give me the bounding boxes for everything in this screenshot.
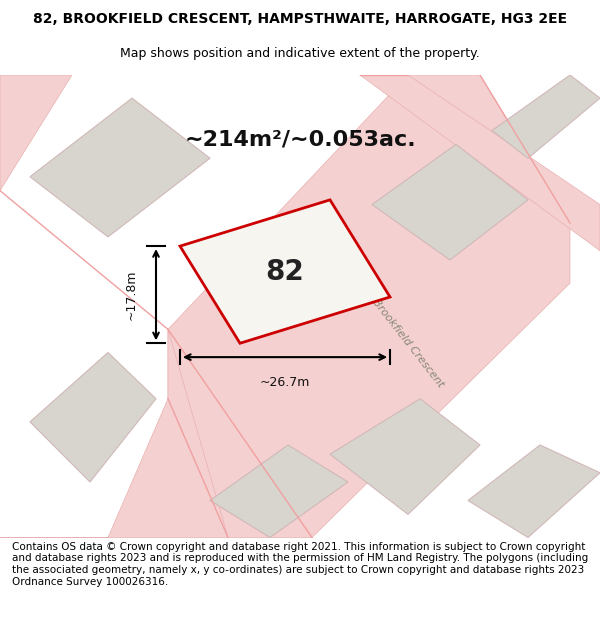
Text: Brookfield Crescent: Brookfield Crescent: [370, 297, 446, 389]
Polygon shape: [360, 75, 600, 251]
Polygon shape: [492, 75, 600, 158]
Polygon shape: [372, 144, 528, 260]
Polygon shape: [0, 75, 72, 191]
Polygon shape: [468, 445, 600, 538]
Text: 82: 82: [266, 258, 304, 286]
Text: ~214m²/~0.053ac.: ~214m²/~0.053ac.: [184, 130, 416, 150]
Text: 82, BROOKFIELD CRESCENT, HAMPSTHWAITE, HARROGATE, HG3 2EE: 82, BROOKFIELD CRESCENT, HAMPSTHWAITE, H…: [33, 12, 567, 26]
Polygon shape: [330, 399, 480, 514]
Text: ~17.8m: ~17.8m: [125, 269, 138, 320]
Polygon shape: [30, 98, 210, 237]
Polygon shape: [180, 200, 390, 343]
Polygon shape: [30, 352, 156, 482]
Text: ~26.7m: ~26.7m: [260, 376, 310, 389]
Polygon shape: [0, 329, 228, 538]
Text: Contains OS data © Crown copyright and database right 2021. This information is : Contains OS data © Crown copyright and d…: [12, 542, 588, 587]
Polygon shape: [168, 75, 570, 538]
Text: Map shows position and indicative extent of the property.: Map shows position and indicative extent…: [120, 48, 480, 61]
Polygon shape: [210, 445, 348, 538]
